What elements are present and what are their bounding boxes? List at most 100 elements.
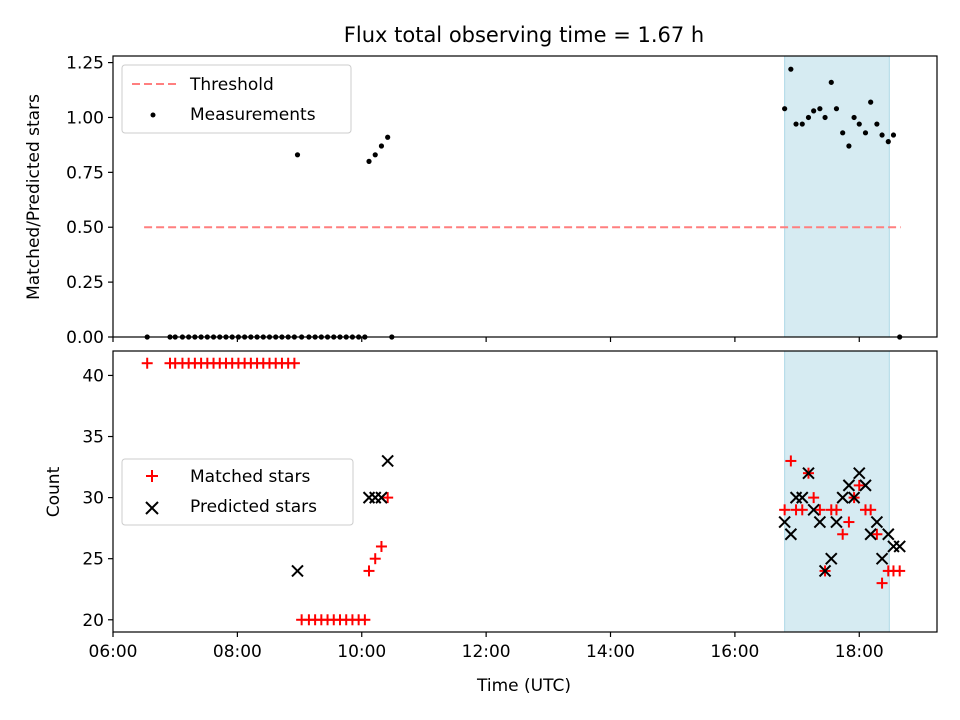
- matched-star-marker: [363, 565, 375, 577]
- matched-stars-legend-label: Matched stars: [190, 467, 310, 487]
- matched-star-marker: [853, 479, 865, 491]
- predicted-star-marker: [813, 515, 827, 529]
- matched-star-marker: [871, 528, 883, 540]
- measurement-point: [874, 121, 880, 127]
- matched-star-marker: [796, 504, 808, 516]
- measurement-point: [868, 99, 874, 105]
- measurement-point: [828, 79, 834, 85]
- measurement-point: [856, 121, 862, 127]
- measurement-point: [879, 132, 885, 138]
- measurement-point: [833, 106, 840, 112]
- x-axis-label: Time (UTC): [476, 676, 571, 696]
- measurement-point: [378, 143, 385, 149]
- matched-star-marker: [865, 504, 877, 516]
- measurement-point: [862, 130, 869, 136]
- predicted-star-marker: [369, 491, 382, 504]
- measurement-point: [885, 139, 891, 145]
- star-count-y-tick-label: 20: [82, 611, 104, 631]
- x-tick-label: 14:00: [586, 642, 635, 662]
- predicted-star-marker: [802, 466, 815, 480]
- measurement-point: [822, 114, 828, 121]
- measurement-point: [385, 134, 391, 140]
- star-count-y-tick-label: 30: [82, 489, 104, 509]
- flux-ratio-y-tick-label: 0.25: [66, 273, 104, 293]
- matched-star-marker: [375, 540, 387, 552]
- star-count-panel: 20 25 30 35 40 06:00 08:00 10:00 12:00 14:00 16:0…: [44, 350, 938, 696]
- flux-ratio-legend-box: [121, 64, 352, 134]
- flux-ratio-y-tick-label: 0.50: [66, 218, 104, 238]
- chart-title: Flux total observing time = 1.67 h: [344, 23, 704, 47]
- measurements-legend-label: Measurements: [190, 105, 316, 125]
- flux-ratio-y-tick-label: 1.25: [66, 54, 104, 74]
- predicted-star-marker: [893, 540, 906, 553]
- matched-star-marker: [814, 504, 826, 516]
- x-tick-label: 10:00: [337, 642, 386, 662]
- matched-star-marker: [779, 504, 791, 516]
- x-tick-label: 08:00: [213, 642, 262, 662]
- predicted-star-marker: [830, 515, 843, 529]
- measurement-point: [851, 114, 857, 121]
- measurement-point: [811, 108, 817, 114]
- measurements-legend-swatch: [150, 112, 156, 118]
- matched-star-marker: [837, 528, 849, 540]
- flux-ratio-legend: Threshold Measurements: [121, 64, 352, 134]
- flux-ratio-y-tick-label: 0.75: [66, 163, 104, 183]
- measurement-point: [294, 152, 301, 158]
- matched-star-marker: [830, 504, 842, 516]
- star-count-axes-frame: [112, 350, 938, 633]
- measurement-point: [846, 143, 852, 149]
- threshold-legend-label: Threshold: [189, 75, 274, 95]
- predicted-star-marker: [875, 552, 889, 565]
- measurement-point: [366, 158, 372, 164]
- measurement-point: [799, 121, 805, 127]
- star-count-y-axis-label: Count: [44, 466, 64, 517]
- predicted-stars-legend-label: Predicted stars: [190, 497, 317, 517]
- predicted-star-marker: [381, 454, 394, 468]
- predicted-star-marker: [836, 491, 849, 504]
- flux-ratio-panel: 0.00 0.25 0.50 0.75 1.00 1.25 Matched/Predict…: [24, 54, 938, 348]
- predicted-star-marker: [818, 564, 832, 578]
- predicted-star-marker: [870, 515, 884, 529]
- predicted-stars-legend-swatch: [145, 501, 159, 515]
- predicted-star-marker: [807, 503, 820, 517]
- predicted-star-marker: [778, 515, 791, 529]
- x-tick-label: 18:00: [835, 642, 884, 662]
- matched-star-marker: [785, 455, 797, 467]
- star-count-legend: Matched stars Predicted stars: [121, 458, 354, 526]
- measurement-point: [840, 130, 846, 136]
- predicted-star-marker: [853, 466, 866, 480]
- measurement-point: [817, 106, 823, 112]
- predicted-star-marker: [842, 479, 856, 492]
- star-count-y-tick-label: 40: [82, 366, 104, 386]
- matched-star-marker: [843, 516, 855, 528]
- predicted-star-marker: [362, 491, 376, 504]
- star-count-y-tick-label: 25: [82, 550, 104, 570]
- measurement-point: [793, 121, 799, 127]
- flux-ratio-y-tick-label: 1.00: [66, 108, 104, 128]
- predicted-star-marker: [825, 552, 838, 565]
- flux-ratio-y-axis-label: Matched/Predicted stars: [24, 94, 44, 300]
- matched-star-marker: [369, 553, 381, 565]
- predicted-star-marker: [784, 528, 798, 541]
- predicted-star-marker: [847, 491, 861, 504]
- measurement-point: [805, 114, 812, 121]
- x-tick-label: 16:00: [710, 642, 759, 662]
- matched-star-marker: [876, 577, 888, 589]
- predicted-star-marker: [882, 528, 895, 541]
- flux-ratio-observing-span: [784, 55, 890, 338]
- measurement-point: [372, 152, 378, 158]
- star-count-y-tick-label: 35: [82, 428, 104, 448]
- matched-star-marker: [359, 614, 371, 626]
- matched-star-marker: [141, 357, 153, 369]
- matched-star-marker: [808, 492, 820, 504]
- matched-stars-legend-swatch: [146, 470, 158, 482]
- predicted-star-marker: [864, 528, 877, 541]
- star-count-observing-span: [784, 350, 890, 633]
- x-tick-label: 12:00: [462, 642, 511, 662]
- x-tick-label: 06:00: [89, 642, 138, 662]
- matched-star-marker: [894, 565, 906, 577]
- matched-star-marker: [382, 492, 394, 504]
- measurement-point: [782, 106, 788, 112]
- matched-star-marker: [288, 357, 300, 369]
